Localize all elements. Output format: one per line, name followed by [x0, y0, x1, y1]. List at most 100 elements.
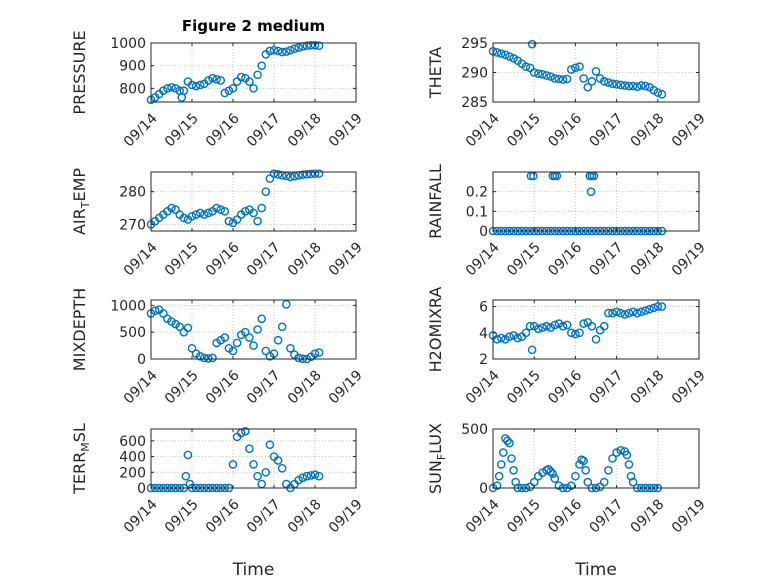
data-point — [492, 48, 502, 57]
data-point — [273, 456, 283, 465]
data-point — [220, 88, 230, 98]
y-axis-label: THETA — [426, 47, 445, 99]
data-point — [302, 41, 312, 51]
data-point — [269, 169, 279, 178]
data-point — [587, 77, 597, 86]
data-point — [637, 81, 646, 90]
x-tick-label: 09/18 — [285, 496, 325, 536]
y-tick-label: 200 — [119, 465, 146, 481]
y-axis-label: TERRMSL — [70, 423, 92, 495]
data-point — [637, 307, 646, 317]
x-tick-label: 09/19 — [669, 367, 709, 407]
axes-box — [492, 428, 700, 489]
data-point — [253, 325, 262, 334]
x-tick-label: 09/17 — [244, 367, 284, 407]
y-tick-label: 900 — [119, 59, 146, 75]
y-tick-label: 1000 — [110, 36, 146, 52]
data-point — [310, 470, 320, 479]
x-tick-label: 09/19 — [669, 110, 709, 150]
x-tick-label: 09/17 — [587, 239, 627, 279]
x-tick-label: 09/14 — [121, 496, 161, 536]
data-point — [314, 348, 324, 357]
data-point — [179, 86, 189, 95]
data-point — [501, 50, 510, 60]
y-tick-label: 0 — [137, 352, 146, 368]
data-point — [583, 82, 593, 92]
x-tick-label: 09/19 — [326, 110, 366, 150]
data-point — [558, 75, 568, 84]
x-tick-label: 09/15 — [162, 496, 202, 536]
data-point — [599, 477, 609, 487]
data-point — [542, 321, 551, 331]
data-point — [496, 460, 506, 469]
data-point — [191, 81, 201, 91]
data-point — [624, 81, 634, 91]
data-point — [550, 474, 560, 483]
subplot-mixdepth: 0 500 1000 09/14 09/15 09/16 09/17 09/18 09/19 MI… — [70, 288, 366, 407]
data-point — [167, 203, 176, 213]
data-point — [158, 309, 168, 318]
data-point — [167, 82, 176, 92]
data-point — [228, 346, 238, 356]
data-point — [608, 454, 617, 463]
x-tick-label: 09/18 — [628, 239, 668, 279]
data-point — [249, 341, 258, 350]
axes-frame — [492, 171, 700, 232]
data-point — [216, 205, 225, 214]
data-point — [534, 69, 543, 78]
data-point — [575, 62, 584, 71]
data-point — [529, 68, 539, 77]
data-point — [286, 343, 295, 353]
data-point — [273, 46, 283, 56]
x-tick-label: 09/16 — [545, 110, 585, 150]
y-axis-label: AIRTEMP — [70, 168, 92, 235]
data-point — [294, 353, 303, 363]
y-tick-label: 280 — [119, 185, 146, 201]
data-point — [220, 333, 230, 342]
data-point — [538, 468, 547, 477]
y-tick-label: 270 — [119, 217, 146, 233]
data-point — [195, 208, 205, 218]
data-point — [657, 90, 667, 99]
x-tick-label: 09/15 — [504, 367, 544, 407]
data-point — [616, 308, 626, 318]
data-point — [571, 329, 580, 339]
data-point — [261, 467, 271, 477]
data-point — [632, 308, 642, 318]
data-point — [257, 61, 267, 70]
data-point — [657, 302, 667, 311]
data-point — [566, 328, 576, 338]
data-point — [253, 70, 262, 80]
data-point — [503, 436, 512, 446]
data-point — [294, 43, 303, 52]
data-point — [195, 80, 205, 90]
axes-box — [492, 171, 700, 232]
data-point — [628, 477, 638, 487]
data-point — [187, 343, 197, 353]
data-point — [505, 52, 514, 61]
axes-frame — [150, 299, 357, 360]
data-point — [273, 335, 283, 345]
data-point — [591, 67, 601, 76]
x-tick-label: 09/18 — [628, 496, 668, 536]
x-tick-label: 09/15 — [162, 367, 202, 407]
y-tick-label: 0 — [479, 224, 488, 240]
data-point — [306, 471, 316, 480]
x-tick-label: 09/17 — [244, 239, 284, 279]
y-tick-label: 400 — [119, 450, 146, 466]
data-point — [566, 481, 576, 490]
data-point — [649, 85, 658, 95]
data-point — [538, 323, 547, 332]
x-tick-label: 09/18 — [628, 110, 668, 150]
data-point — [505, 332, 514, 342]
y-tick-label: 500 — [119, 325, 146, 341]
axes-frame — [150, 42, 357, 103]
data-point — [277, 464, 287, 473]
plot-title: Figure 2 medium — [182, 17, 325, 35]
data-point — [550, 320, 560, 330]
data-point — [228, 84, 238, 93]
data-point — [277, 47, 287, 57]
data-point — [261, 346, 271, 356]
data-point — [245, 444, 254, 453]
x-tick-label: 09/18 — [285, 367, 325, 407]
